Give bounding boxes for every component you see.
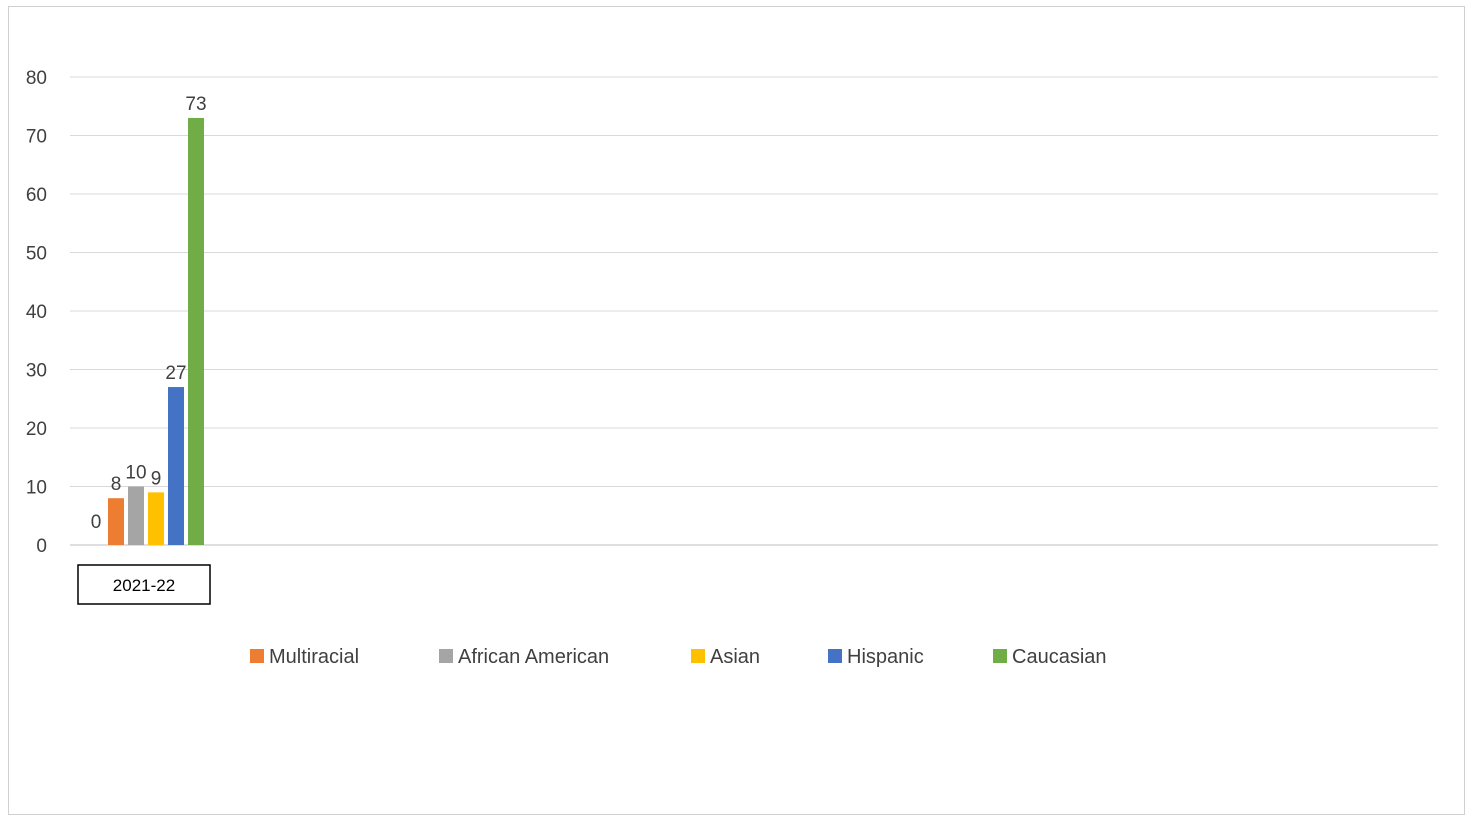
y-tick-label: 70	[26, 127, 47, 148]
legend-swatch	[828, 649, 842, 663]
data-label: 9	[151, 468, 162, 489]
data-label: 10	[125, 463, 146, 484]
legend-label: Multiracial	[269, 646, 359, 668]
data-label: 8	[111, 474, 122, 495]
data-label: 0	[91, 512, 102, 533]
legend-label: African American	[458, 646, 609, 668]
legend-swatch	[250, 649, 264, 663]
y-tick-label: 50	[26, 244, 47, 265]
bar	[168, 387, 184, 545]
bar	[128, 486, 144, 545]
legend-label: Asian	[710, 646, 760, 668]
bar	[148, 492, 164, 545]
y-tick-label: 60	[26, 185, 47, 206]
legend-swatch	[993, 649, 1007, 663]
y-tick-label: 80	[26, 68, 47, 89]
data-label: 27	[165, 363, 186, 384]
y-tick-label: 10	[26, 478, 47, 499]
y-tick-label: 30	[26, 361, 47, 382]
legend-swatch	[439, 649, 453, 663]
y-tick-label: 40	[26, 302, 47, 323]
bar	[108, 498, 124, 545]
legend-swatch	[691, 649, 705, 663]
bar	[188, 117, 204, 545]
legend-label: Caucasian	[1012, 646, 1107, 668]
y-tick-label: 0	[36, 536, 47, 557]
y-tick-label: 20	[26, 419, 47, 440]
x-tick-label: 2021-22	[113, 576, 175, 595]
data-label: 73	[185, 94, 206, 115]
chart-frame	[8, 6, 1465, 815]
legend-label: Hispanic	[847, 646, 924, 668]
category-label-box	[77, 564, 211, 605]
